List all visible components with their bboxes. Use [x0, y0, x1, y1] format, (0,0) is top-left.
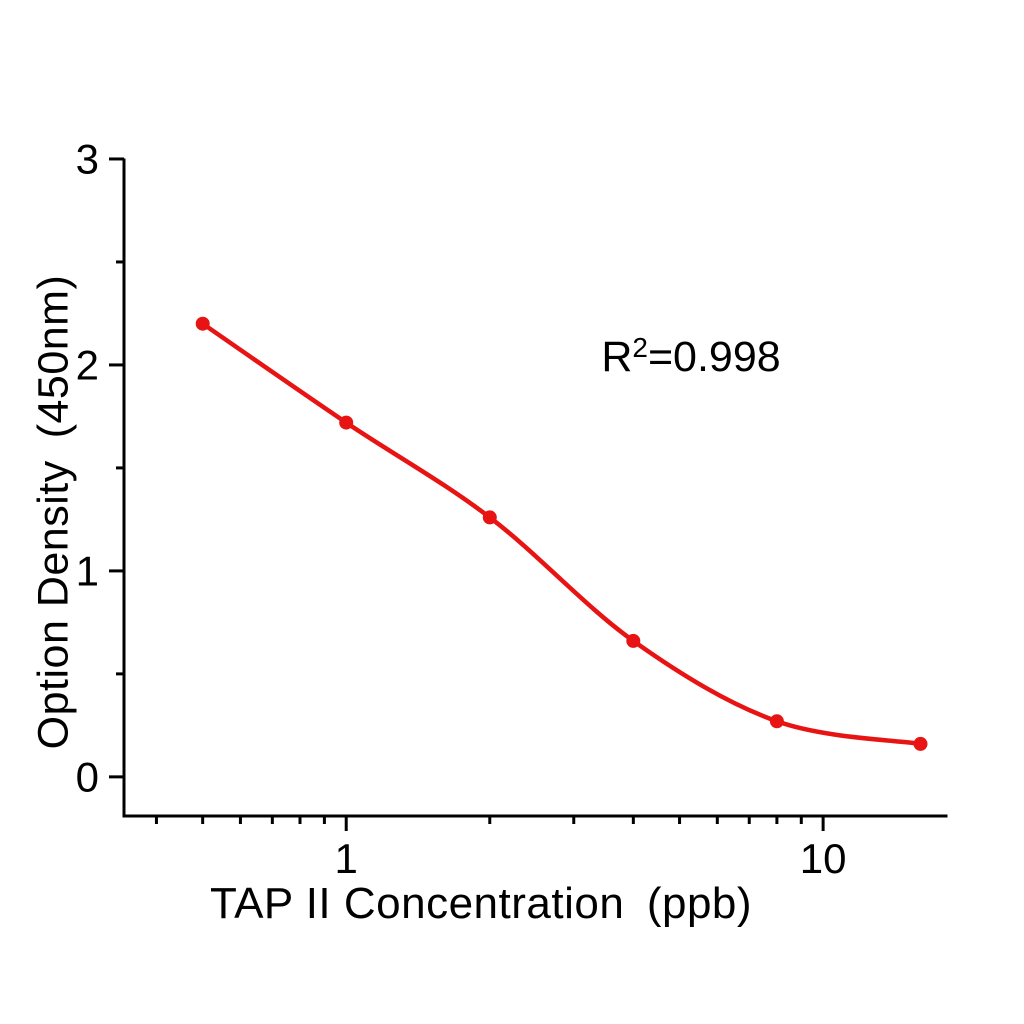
data-point	[913, 736, 928, 751]
y-tick-label: 1	[76, 547, 99, 594]
data-point	[626, 633, 641, 648]
y-tick-label: 2	[76, 341, 99, 388]
axis-lines	[122, 158, 948, 818]
data-point	[339, 415, 354, 430]
x-axis-title: TAP II Concentration (ppb)	[209, 879, 753, 928]
r-squared-exponent: 2	[632, 332, 648, 363]
r-squared-value: =0.998	[647, 333, 781, 381]
fit-curve	[200, 321, 923, 747]
data-point	[769, 714, 784, 729]
x-tick-label: 10	[800, 835, 847, 882]
y-axis-title: Option Density (450nm)	[29, 274, 78, 750]
r-squared-annotation: R2=0.998	[601, 332, 780, 382]
x-tick-label: 1	[335, 835, 358, 882]
data-point	[195, 316, 210, 331]
y-tick-label: 3	[76, 135, 99, 182]
data-point	[482, 510, 497, 525]
y-tick-label: 0	[76, 753, 99, 800]
r-squared-base: R	[601, 333, 633, 381]
